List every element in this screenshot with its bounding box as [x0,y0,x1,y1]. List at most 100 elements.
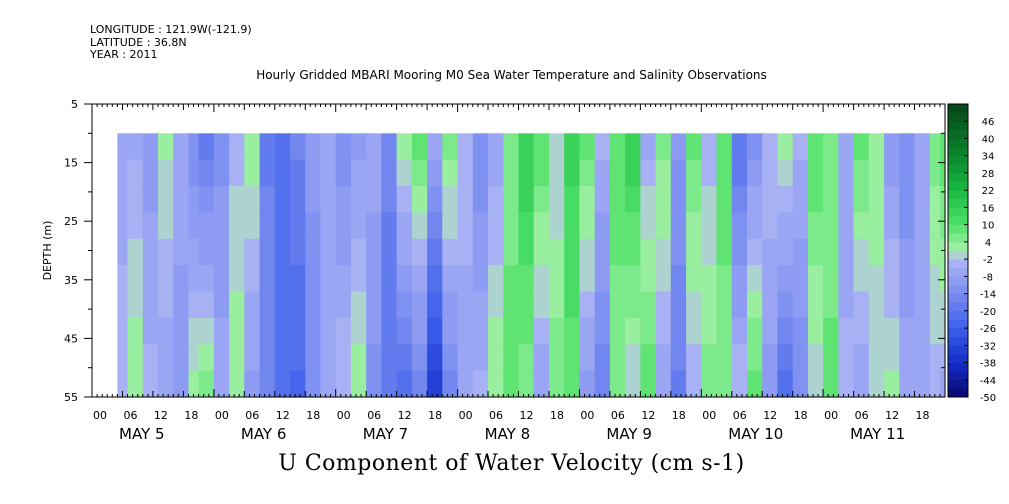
heatmap-cell [823,291,839,319]
heatmap-cell [716,186,733,213]
heatmap-cell [564,212,580,240]
heatmap-cell [366,186,382,213]
heatmap-cell [939,212,946,240]
heatmap-cell [350,212,367,240]
colorbar-label: -44 [980,376,996,387]
heatmap-cell [731,265,748,293]
heatmap-cell [939,370,946,398]
x-hour-tick-label: 18 [916,409,930,422]
heatmap-cell [594,291,611,319]
colorbar-label: -32 [980,341,996,352]
heatmap-cell [762,133,778,161]
heatmap-cell [472,186,489,213]
heatmap-cell [625,212,641,240]
colorbar-band [948,216,968,226]
heatmap-cell [914,317,931,345]
heatmap-cell [929,317,941,345]
heatmap-cell [853,159,870,187]
colorbar-band [948,345,968,355]
heatmap-cell [142,238,159,266]
heatmap-cell [158,159,174,187]
heatmap-cell [655,344,672,372]
x-hour-tick-label: 12 [154,409,168,422]
heatmap-cell [762,238,778,266]
heatmap-cell [305,344,322,372]
heatmap-cell [655,212,672,240]
heatmap-cell [594,238,611,266]
heatmap-cell [198,212,215,240]
heatmap-cell [731,159,748,187]
heatmap-cell [274,317,291,345]
heatmap-cell [807,159,824,187]
heatmap-cell [884,238,900,266]
heatmap-cell [350,265,367,293]
heatmap-cell [290,212,306,240]
heatmap-cell [762,344,778,372]
heatmap-cell [929,291,941,319]
heatmap-cell [747,159,763,187]
heatmap-cell [117,370,129,398]
heatmap-cell [305,291,322,319]
colorbar-band [948,121,968,131]
x-day-label: MAY 7 [363,425,409,443]
heatmap-cell [472,370,489,398]
x-hour-tick-label: 00 [337,409,351,422]
heatmap-cell [259,317,276,345]
heatmap-cell [427,186,443,213]
heatmap-cell [457,159,474,187]
heatmap-cell [579,212,596,240]
heatmap-cell [823,265,839,293]
heatmap-cell [381,212,398,240]
x-hour-tick-label: 12 [520,409,534,422]
heatmap-cell [259,344,276,372]
heatmap-cell [533,238,550,266]
heatmap-cell [823,133,839,161]
heatmap-cell [564,186,580,213]
heatmap-cell [594,133,611,161]
heatmap-cell [173,317,189,345]
heatmap-cell [411,265,428,293]
colorbar-label: 16 [982,203,995,214]
heatmap-cell [625,186,641,213]
heatmap-cell [503,238,520,266]
heatmap-cell [274,238,291,266]
heatmap-cell [853,344,870,372]
heatmap-cell [381,344,398,372]
heatmap-cell [838,159,855,187]
heatmap-cell [716,317,733,345]
heatmap-cell [305,212,322,240]
heatmap-cell [823,238,839,266]
colorbar-label: 4 [985,238,991,249]
heatmap-cell [142,370,159,398]
heatmap-cell [609,238,626,266]
heatmap-cell [579,291,596,319]
heatmap-cell [350,159,367,187]
heatmap-cell [518,265,535,293]
heatmap-cell [335,133,352,161]
heatmap-cell [747,291,763,319]
heatmap-cell [731,133,748,161]
heatmap-cell [640,212,657,240]
heatmap-cell [670,370,687,398]
heatmap-cell [290,238,306,266]
heatmap-cell [244,186,261,213]
y-axis-ticks [84,103,945,398]
x-hour-tick-label: 00 [93,409,107,422]
heatmap-cell [838,265,855,293]
heatmap-cell [716,238,733,266]
heatmap-cell [442,370,459,398]
heatmap-cell [640,265,657,293]
heatmap-cell [366,238,382,266]
colorbar-band [948,293,968,303]
x-hour-tick-label: 18 [794,409,808,422]
heatmap-cell [142,317,159,345]
colorbar-band [948,371,968,381]
heatmap-cell [188,370,200,398]
heatmap-cell [823,159,839,187]
heatmap-cell [427,159,443,187]
colorbar-label: 22 [982,186,995,197]
heatmap-cell [411,317,428,345]
heatmap-cell [884,370,900,398]
heatmap-cell [655,238,672,266]
heatmap-cell [823,370,839,398]
